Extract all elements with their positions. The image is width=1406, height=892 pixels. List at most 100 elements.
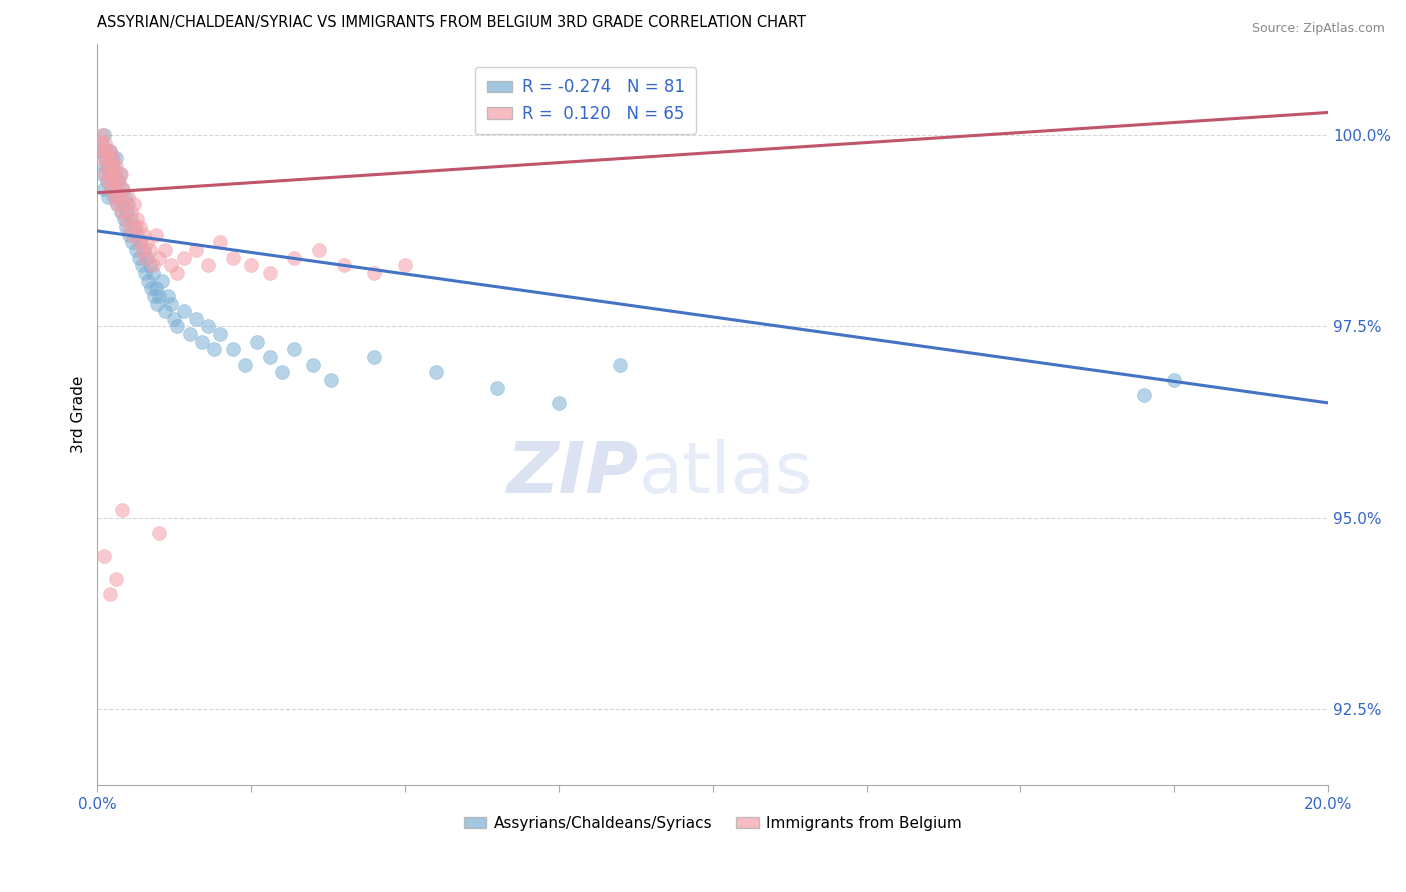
Point — [93, 128, 115, 143]
Point — [209, 235, 232, 250]
Point — [101, 151, 124, 165]
Point — [105, 197, 128, 211]
Point — [97, 174, 120, 188]
Point — [246, 334, 269, 349]
Point — [308, 243, 330, 257]
Point — [104, 572, 127, 586]
Point — [104, 159, 127, 173]
Point — [107, 174, 129, 188]
Point — [115, 204, 138, 219]
Point — [124, 243, 146, 257]
Point — [104, 182, 127, 196]
Point — [101, 174, 124, 188]
Point — [145, 227, 167, 242]
Point — [100, 151, 122, 165]
Point — [98, 167, 121, 181]
Point — [117, 197, 139, 211]
Point — [101, 159, 124, 173]
Point — [94, 151, 117, 165]
Point — [135, 251, 157, 265]
Point — [222, 251, 245, 265]
Point — [127, 212, 149, 227]
Point — [94, 136, 117, 150]
Point — [103, 167, 125, 181]
Point — [110, 167, 132, 181]
Point — [394, 258, 416, 272]
Point — [96, 144, 118, 158]
Point — [98, 144, 121, 158]
Point — [148, 251, 170, 265]
Point — [283, 251, 305, 265]
Point — [121, 227, 143, 242]
Point — [93, 167, 115, 181]
Point — [184, 243, 207, 257]
Point — [124, 220, 146, 235]
Point — [103, 189, 125, 203]
Point — [240, 258, 263, 272]
Point — [132, 243, 155, 257]
Point — [129, 220, 152, 235]
Point — [425, 365, 447, 379]
Point — [112, 212, 135, 227]
Point — [89, 136, 111, 150]
Point — [104, 151, 127, 165]
Point — [111, 182, 134, 196]
Point — [108, 189, 131, 203]
Point — [108, 167, 131, 181]
Point — [125, 220, 148, 235]
Point — [91, 128, 114, 143]
Point — [98, 587, 121, 601]
Point — [97, 189, 120, 203]
Legend: Assyrians/Chaldeans/Syriacs, Immigrants from Belgium: Assyrians/Chaldeans/Syriacs, Immigrants … — [457, 810, 969, 837]
Point — [173, 251, 195, 265]
Point — [111, 204, 134, 219]
Point — [184, 311, 207, 326]
Point — [93, 182, 115, 196]
Point — [142, 258, 165, 272]
Point — [101, 174, 124, 188]
Point — [153, 243, 176, 257]
Point — [93, 144, 115, 158]
Point — [97, 159, 120, 173]
Point — [134, 251, 156, 265]
Point — [121, 235, 143, 250]
Point — [110, 204, 132, 219]
Point — [301, 358, 323, 372]
Point — [118, 220, 141, 235]
Point — [197, 319, 219, 334]
Point — [148, 525, 170, 540]
Point — [166, 266, 188, 280]
Point — [146, 296, 169, 310]
Point — [97, 151, 120, 165]
Point — [89, 144, 111, 158]
Point — [332, 258, 354, 272]
Point — [259, 350, 281, 364]
Point — [135, 235, 157, 250]
Point — [153, 304, 176, 318]
Point — [138, 243, 160, 257]
Point — [100, 182, 122, 196]
Point — [145, 281, 167, 295]
Point — [271, 365, 294, 379]
Point — [112, 182, 135, 196]
Point — [150, 274, 173, 288]
Point — [173, 304, 195, 318]
Point — [179, 327, 201, 342]
Point — [1132, 388, 1154, 402]
Point — [127, 227, 149, 242]
Point — [486, 381, 509, 395]
Point — [139, 281, 162, 295]
Point — [112, 197, 135, 211]
Point — [91, 136, 114, 150]
Point — [163, 311, 186, 326]
Point — [120, 212, 142, 227]
Point — [233, 358, 256, 372]
Point — [132, 227, 155, 242]
Point — [160, 258, 183, 272]
Point — [128, 251, 150, 265]
Point — [197, 258, 219, 272]
Point — [209, 327, 232, 342]
Point — [120, 204, 142, 219]
Point — [90, 151, 112, 165]
Point — [321, 373, 343, 387]
